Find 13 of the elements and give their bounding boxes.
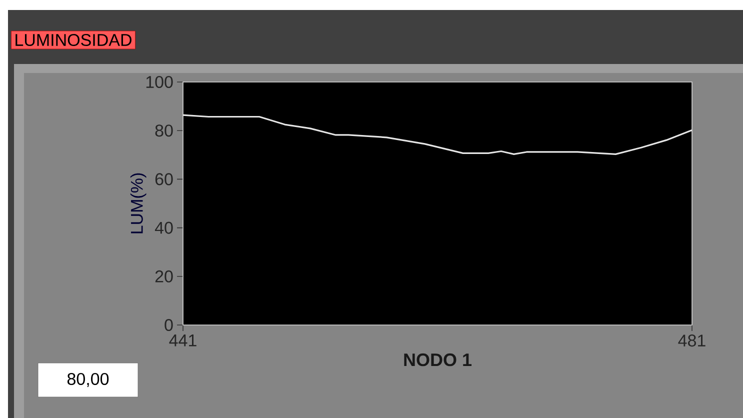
y-tick-label: 80 — [155, 124, 173, 137]
y-tick-label: 0 — [164, 318, 173, 332]
y-axis-title: LUM(%) — [130, 173, 146, 234]
x-tick-label: 481 — [678, 334, 706, 347]
y-tick-label: 100 — [146, 76, 173, 88]
y-tick-label: 20 — [155, 270, 173, 282]
y-tick-label: 60 — [155, 173, 173, 186]
chart-title: LUMINOSIDAD — [16, 34, 132, 46]
line-series — [183, 114, 692, 155]
x-axis-title: NODO 1 — [404, 353, 472, 366]
y-tick-label: 40 — [154, 222, 173, 234]
text: 80,00 — [67, 372, 109, 388]
x-tick-label: 441 — [169, 334, 196, 346]
